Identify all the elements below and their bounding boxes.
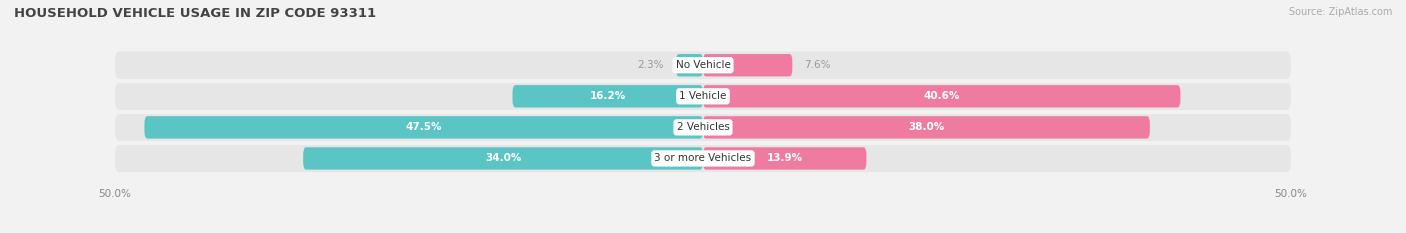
Text: 13.9%: 13.9% [766, 154, 803, 163]
FancyBboxPatch shape [115, 51, 1291, 79]
FancyBboxPatch shape [703, 85, 1181, 107]
FancyBboxPatch shape [676, 54, 703, 76]
Text: 3 or more Vehicles: 3 or more Vehicles [654, 154, 752, 163]
Text: 2.3%: 2.3% [638, 60, 664, 70]
Text: 7.6%: 7.6% [804, 60, 831, 70]
FancyBboxPatch shape [703, 116, 1150, 139]
Text: No Vehicle: No Vehicle [675, 60, 731, 70]
Text: 34.0%: 34.0% [485, 154, 522, 163]
FancyBboxPatch shape [304, 147, 703, 170]
Text: 40.6%: 40.6% [924, 91, 960, 101]
FancyBboxPatch shape [703, 54, 793, 76]
FancyBboxPatch shape [115, 83, 1291, 110]
FancyBboxPatch shape [513, 85, 703, 107]
Text: Source: ZipAtlas.com: Source: ZipAtlas.com [1288, 7, 1392, 17]
FancyBboxPatch shape [115, 145, 1291, 172]
Text: 38.0%: 38.0% [908, 122, 945, 132]
FancyBboxPatch shape [703, 147, 866, 170]
FancyBboxPatch shape [115, 114, 1291, 141]
Text: 1 Vehicle: 1 Vehicle [679, 91, 727, 101]
Text: 2 Vehicles: 2 Vehicles [676, 122, 730, 132]
FancyBboxPatch shape [145, 116, 703, 139]
Text: HOUSEHOLD VEHICLE USAGE IN ZIP CODE 93311: HOUSEHOLD VEHICLE USAGE IN ZIP CODE 9331… [14, 7, 377, 20]
Text: 47.5%: 47.5% [405, 122, 441, 132]
Text: 16.2%: 16.2% [589, 91, 626, 101]
